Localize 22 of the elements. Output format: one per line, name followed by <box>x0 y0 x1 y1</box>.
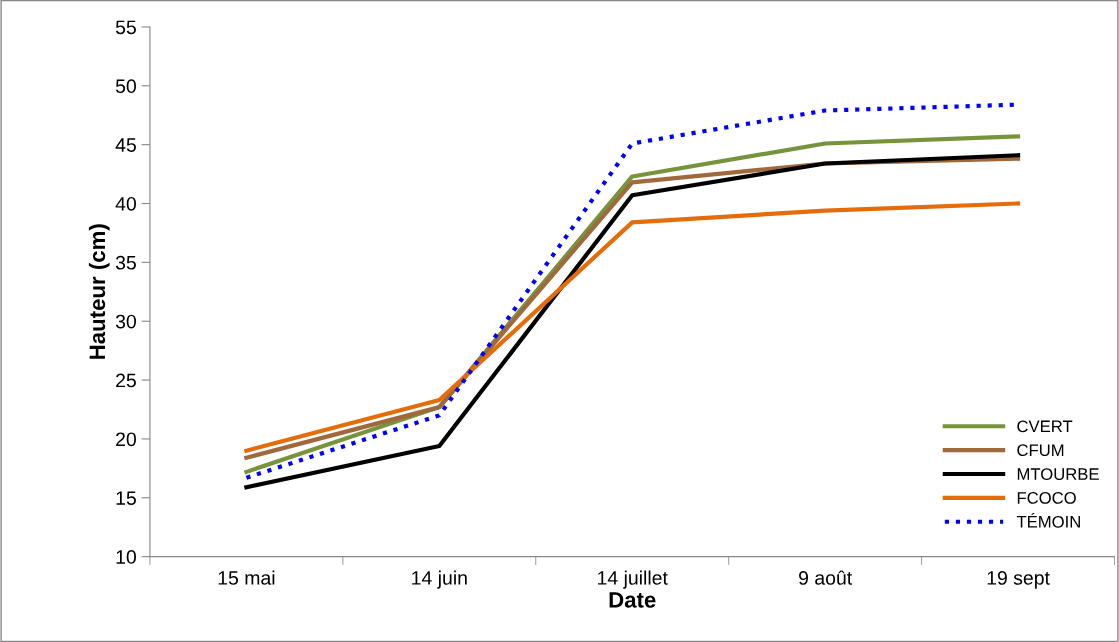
x-tick-label: 15 mai <box>218 570 275 585</box>
y-tick-label: 25 <box>116 373 136 388</box>
x-tick-label: 14 juin <box>412 570 467 589</box>
y-tick-label: 10 <box>116 550 136 564</box>
y-axis-title: Hauteur (cm) <box>88 224 110 359</box>
y-tick-label: 30 <box>115 314 136 329</box>
y-tick-label: 55 <box>115 20 136 35</box>
x-tick-label: 9 août <box>799 570 853 585</box>
y-tick-label: 40 <box>115 196 136 211</box>
y-tick-label: 35 <box>115 255 136 270</box>
legend-label: TÉMOIN <box>1016 513 1080 528</box>
y-tick-label: 15 <box>116 491 136 505</box>
legend-label: FCOCO <box>1017 492 1076 504</box>
legend-label: CVERT <box>1017 420 1073 433</box>
x-axis-title: Date <box>609 592 656 608</box>
legend-label: CFUM <box>1017 444 1064 457</box>
y-tick-label: 45 <box>115 138 136 152</box>
x-tick-label: 14 juillet <box>598 570 668 589</box>
x-tick-label: 19 sept <box>987 571 1050 589</box>
y-tick-label: 50 <box>115 79 136 94</box>
legend-label: MTOURBE <box>1017 468 1099 480</box>
y-tick-label: 20 <box>116 432 136 447</box>
